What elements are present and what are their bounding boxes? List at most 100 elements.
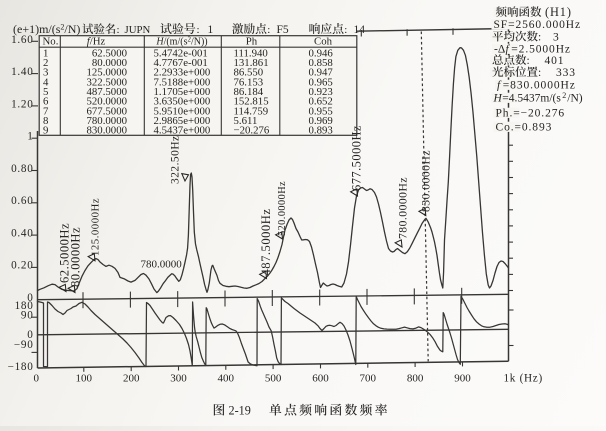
svg-text:7.5188e+000: 7.5188e+000	[154, 76, 211, 88]
svg-text:14: 14	[354, 24, 366, 36]
svg-text:0.893: 0.893	[309, 125, 333, 137]
svg-text:Ph.=−20.276: Ph.=−20.276	[496, 108, 566, 120]
svg-text:677.5000: 677.5000	[87, 105, 128, 117]
svg-text:0.955: 0.955	[309, 105, 333, 117]
svg-text:300: 300	[170, 373, 187, 385]
svg-text:900: 900	[454, 373, 471, 385]
svg-text:322.50Hz: 322.50Hz	[170, 135, 182, 184]
svg-text::: :	[538, 67, 541, 79]
svg-text:400: 400	[218, 373, 235, 385]
svg-text:/N): /N)	[567, 93, 583, 105]
svg-text:f: f	[506, 44, 511, 56]
svg-text:100: 100	[76, 373, 93, 385]
svg-text:520.0000Hz: 520.0000Hz	[277, 181, 288, 236]
svg-text:JUPN: JUPN	[125, 24, 151, 36]
svg-text:1: 1	[208, 24, 214, 36]
svg-text:520.0000: 520.0000	[87, 96, 128, 108]
svg-text:Coh: Coh	[314, 36, 333, 48]
svg-text:1: 1	[43, 47, 48, 59]
svg-text:333: 333	[556, 67, 576, 79]
svg-text:114.759: 114.759	[234, 105, 269, 117]
svg-text:1.60: 1.60	[11, 34, 33, 46]
svg-text:1.1705e+000: 1.1705e+000	[154, 86, 211, 98]
svg-text:1k (Hz): 1k (Hz)	[504, 373, 543, 385]
svg-text::: :	[527, 55, 530, 67]
svg-text:780.0000: 780.0000	[141, 259, 183, 271]
svg-text::: :	[538, 32, 541, 44]
svg-text:8: 8	[43, 115, 48, 127]
svg-text:5.611: 5.611	[234, 115, 258, 127]
svg-text:0.923: 0.923	[309, 86, 333, 98]
svg-text:6: 6	[43, 96, 49, 108]
svg-text:-Δ: -Δ	[494, 44, 505, 56]
svg-text:0.946: 0.946	[309, 47, 334, 59]
svg-text:125.0000Hz: 125.0000Hz	[90, 198, 102, 256]
svg-text:5.4742e-001: 5.4742e-001	[154, 47, 208, 59]
svg-text:600: 600	[312, 373, 329, 385]
svg-text:700: 700	[360, 373, 377, 385]
svg-text:487.5000: 487.5000	[87, 86, 128, 98]
svg-text:152.815: 152.815	[234, 96, 269, 108]
svg-text:180: 180	[15, 300, 34, 312]
svg-text:(H1): (H1)	[545, 5, 572, 19]
svg-text:−180: −180	[8, 361, 34, 373]
svg-text:−20.276: −20.276	[234, 125, 270, 137]
svg-text:9: 9	[43, 125, 48, 137]
svg-text:F5: F5	[277, 24, 289, 36]
svg-text:90: 90	[21, 310, 34, 322]
svg-text:830.0000Hz: 830.0000Hz	[420, 150, 433, 212]
svg-text:f: f	[497, 80, 502, 92]
svg-text:111.940: 111.940	[234, 47, 268, 59]
svg-text:0.80: 0.80	[11, 163, 33, 175]
svg-text:0.60: 0.60	[11, 195, 33, 207]
svg-text:2: 2	[562, 91, 566, 100]
svg-text:0.969: 0.969	[309, 115, 333, 127]
svg-text:0.965: 0.965	[309, 76, 333, 88]
svg-text:5.9510e+000: 5.9510e+000	[154, 105, 211, 117]
svg-text:7: 7	[43, 105, 49, 117]
svg-text:=830.0000Hz: =830.0000Hz	[503, 80, 576, 92]
svg-text:2-19: 2-19	[229, 404, 251, 418]
svg-text:=2.5000Hz: =2.5000Hz	[511, 44, 571, 56]
svg-text:0: 0	[27, 329, 33, 341]
svg-text:Co.=0.893: Co.=0.893	[496, 122, 553, 134]
svg-text:H: H	[493, 93, 503, 105]
svg-text:0.652: 0.652	[309, 96, 333, 108]
svg-text:0: 0	[34, 373, 40, 385]
svg-text:80.0000: 80.0000	[92, 57, 127, 69]
svg-text:780.0000Hz: 780.0000Hz	[397, 177, 410, 239]
svg-text::: :	[344, 24, 347, 36]
svg-text::: :	[117, 24, 120, 36]
svg-text:3: 3	[43, 67, 48, 79]
svg-text:80.0000Hz: 80.0000Hz	[69, 227, 83, 287]
svg-text:f/Hz: f/Hz	[87, 36, 106, 48]
svg-text:2.9865e+000: 2.9865e+000	[154, 115, 211, 127]
svg-text:800: 800	[407, 373, 424, 385]
svg-text:2.2933e+000: 2.2933e+000	[154, 67, 211, 79]
svg-text:3: 3	[553, 32, 559, 44]
svg-text:4.7767e-001: 4.7767e-001	[154, 57, 208, 69]
svg-text:125.0000: 125.0000	[87, 67, 128, 79]
svg-text:62.5000: 62.5000	[92, 47, 127, 59]
svg-text:0.20: 0.20	[11, 260, 33, 272]
svg-text:500: 500	[265, 373, 282, 385]
svg-text:0: 0	[27, 292, 33, 304]
svg-text:(e+1)m/(s2/N): (e+1)m/(s2/N)	[13, 22, 80, 36]
svg-text:4.5437e+000: 4.5437e+000	[154, 125, 211, 137]
svg-text:=4.5437m/(s: =4.5437m/(s	[502, 93, 561, 105]
svg-text:0.40: 0.40	[11, 227, 33, 239]
svg-text:200: 200	[123, 373, 140, 385]
svg-text:1.20: 1.20	[11, 99, 33, 111]
svg-text:No.: No.	[43, 36, 59, 48]
svg-text:3.6350e+000: 3.6350e+000	[154, 96, 211, 108]
svg-text:487.5000Hz: 487.5000Hz	[259, 209, 273, 276]
svg-text:0.858: 0.858	[309, 57, 333, 69]
svg-text:−90: −90	[14, 339, 34, 351]
svg-text:62.5000Hz: 62.5000Hz	[58, 223, 72, 283]
svg-text:SF=2560.000Hz: SF=2560.000Hz	[494, 19, 582, 31]
svg-text:322.5000: 322.5000	[87, 76, 128, 88]
svg-text:4: 4	[43, 76, 49, 88]
svg-text:0.947: 0.947	[309, 67, 334, 79]
svg-text::: :	[267, 24, 270, 36]
svg-text:5: 5	[43, 86, 48, 98]
